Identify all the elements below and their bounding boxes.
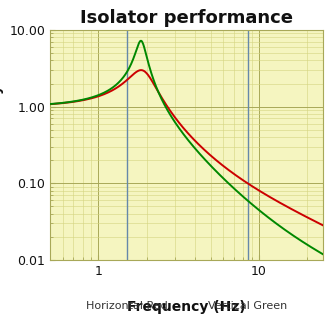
Text: Horizontal Red: Horizontal Red [86, 301, 167, 311]
Text: Vertical Green: Vertical Green [208, 301, 287, 311]
Y-axis label: Transmissibility: Transmissibility [0, 84, 4, 206]
X-axis label: Frequency (Hz): Frequency (Hz) [127, 300, 246, 314]
Title: Isolator performance: Isolator performance [80, 9, 293, 27]
